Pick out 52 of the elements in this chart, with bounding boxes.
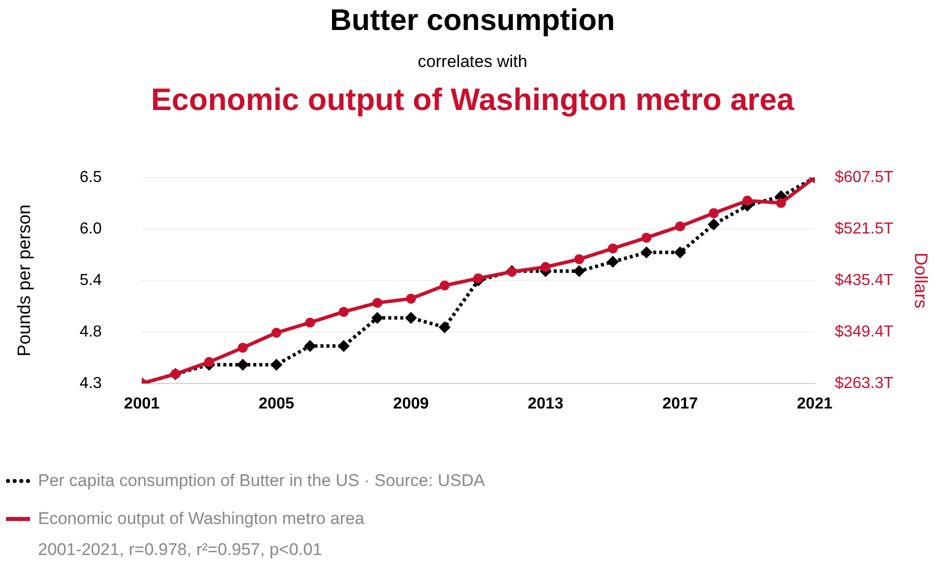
x-tick-label: 2001 (124, 395, 160, 412)
point (641, 232, 652, 243)
point (338, 340, 350, 352)
point (372, 298, 382, 308)
text: 2001-2021, r=0.978, r²=0.957, p<0.01 (38, 540, 322, 560)
point (238, 342, 248, 353)
x-tick-label: 2009 (393, 395, 429, 412)
y-tick-label: 6.5 (80, 169, 102, 186)
point (236, 358, 249, 371)
point (440, 280, 450, 291)
y-tick-label: 4.3 (80, 374, 102, 392)
point (674, 246, 686, 258)
point (406, 294, 416, 304)
point (675, 221, 686, 232)
point (438, 321, 451, 334)
x-tick-label: 2005 (258, 395, 294, 412)
point (606, 256, 619, 268)
point (708, 218, 720, 230)
point (371, 312, 384, 324)
point (270, 358, 282, 371)
point (574, 254, 584, 264)
y2-tick-label: $607.5T (834, 169, 894, 186)
point (540, 262, 551, 272)
y2-tick-label: $263.3T (834, 374, 894, 392)
point (708, 208, 719, 218)
point (271, 328, 282, 338)
point (573, 265, 586, 278)
point (640, 246, 652, 258)
y-tick-label: 6.0 (80, 220, 102, 238)
legend-label: Per capita consumption of Butter in the US · Source: USDA (38, 471, 485, 491)
y-tick-label: 4.8 (80, 323, 102, 340)
y-axis-title: Pounds per person (14, 204, 34, 357)
y2-tick-label: $349.4T (834, 323, 894, 340)
y2-axis-title: Dollars (911, 252, 932, 309)
point (204, 357, 214, 368)
y2-tick-label: $521.5T (834, 220, 894, 238)
chart-subtitle: correlates with (416, 52, 528, 72)
y-tick-label: 5.4 (80, 272, 102, 289)
text: Economic output of Washington metro area (150, 82, 796, 118)
chart-title: Butter consumption (329, 4, 616, 38)
point (338, 306, 349, 317)
x-tick-label: 2021 (796, 395, 833, 412)
x-tick-label: 2013 (528, 395, 564, 412)
point (742, 196, 752, 206)
y2-tick-label: $435.4T (834, 272, 894, 289)
point (608, 243, 618, 254)
point (473, 273, 484, 284)
point (305, 318, 316, 328)
point (404, 312, 417, 324)
x-tick-label: 2017 (662, 395, 698, 412)
point (776, 198, 786, 208)
legend-label: Economic output of Washington metro area (38, 509, 364, 529)
